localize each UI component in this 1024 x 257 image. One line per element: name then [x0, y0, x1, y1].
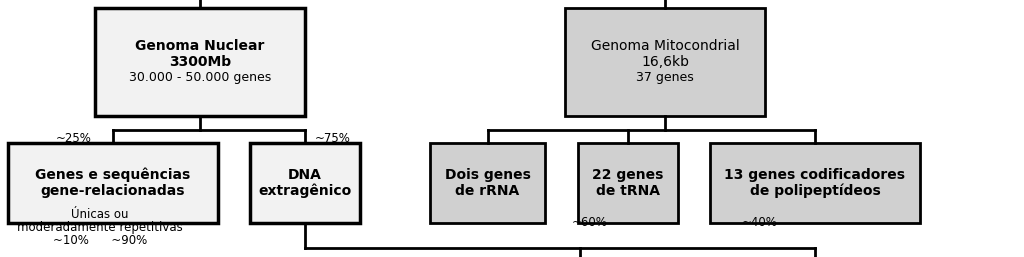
- FancyBboxPatch shape: [250, 143, 360, 223]
- FancyBboxPatch shape: [8, 143, 218, 223]
- Text: 16,6kb: 16,6kb: [641, 55, 689, 69]
- Text: 22 genes: 22 genes: [592, 168, 664, 182]
- Text: de rRNA: de rRNA: [456, 184, 519, 198]
- Text: DNA: DNA: [288, 168, 322, 182]
- Text: Dois genes: Dois genes: [444, 168, 530, 182]
- Text: ~75%: ~75%: [315, 132, 351, 144]
- Text: Genes e sequências: Genes e sequências: [36, 168, 190, 182]
- Text: Genoma Nuclear: Genoma Nuclear: [135, 39, 264, 53]
- Text: ~10%      ~90%: ~10% ~90%: [53, 234, 147, 247]
- Text: ~60%: ~60%: [572, 216, 608, 228]
- Text: 13 genes codificadores: 13 genes codificadores: [725, 168, 905, 182]
- FancyBboxPatch shape: [95, 8, 305, 116]
- FancyBboxPatch shape: [565, 8, 765, 116]
- Text: 3300Mb: 3300Mb: [169, 55, 231, 69]
- Text: de polipeptídeos: de polipeptídeos: [750, 184, 881, 198]
- Text: de tRNA: de tRNA: [596, 184, 660, 198]
- FancyBboxPatch shape: [578, 143, 678, 223]
- Text: Únicas ou: Únicas ou: [72, 208, 129, 222]
- Text: ~40%: ~40%: [742, 216, 778, 228]
- Text: ~25%: ~25%: [56, 132, 92, 144]
- Text: 30.000 - 50.000 genes: 30.000 - 50.000 genes: [129, 71, 271, 85]
- Text: gene-relacionadas: gene-relacionadas: [41, 184, 185, 198]
- FancyBboxPatch shape: [430, 143, 545, 223]
- Text: 37 genes: 37 genes: [636, 71, 694, 85]
- FancyBboxPatch shape: [710, 143, 920, 223]
- Text: extragênico: extragênico: [258, 184, 351, 198]
- Text: moderadamente repetitivas: moderadamente repetitivas: [17, 222, 183, 234]
- Text: Genoma Mitocondrial: Genoma Mitocondrial: [591, 39, 739, 53]
